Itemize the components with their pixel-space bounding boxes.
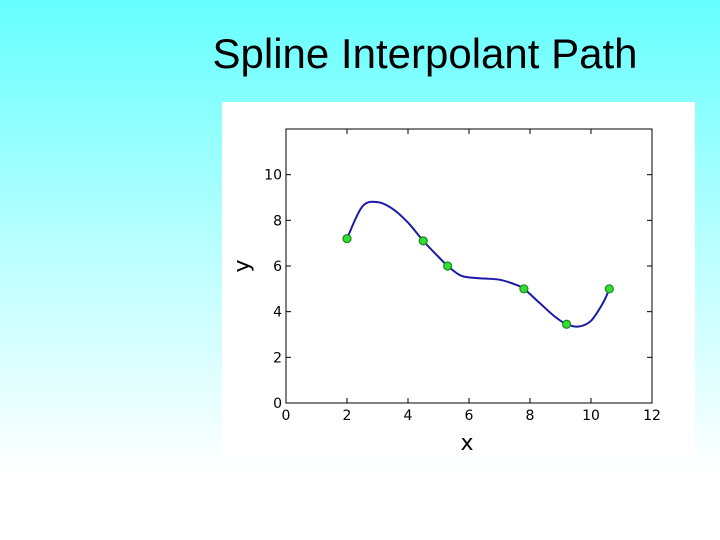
- x-axis-label: x: [460, 431, 473, 456]
- series-group: [342, 200, 614, 329]
- spline-curve: [346, 200, 611, 328]
- slide-title: Spline Interpolant Path: [212, 30, 638, 77]
- data-point: [604, 284, 614, 294]
- y-axis-label: y: [230, 259, 255, 272]
- x-tick-label: 0: [282, 408, 291, 424]
- spline-chart: 0 2 4 6 8 10 12 0 2 4 6 8 10 x y: [230, 128, 661, 456]
- x-tick-label: 12: [643, 408, 661, 424]
- data-point: [443, 261, 453, 271]
- x-tick-label: 10: [582, 408, 600, 424]
- y-tick-label: 4: [273, 305, 282, 321]
- y-tick-label: 2: [273, 350, 282, 366]
- data-point: [519, 284, 529, 294]
- x-tick-label: 4: [404, 408, 413, 424]
- y-tick-label: 0: [273, 396, 282, 412]
- data-point: [562, 319, 572, 329]
- data-point: [342, 234, 352, 244]
- ticks-group: 0 2 4 6 8 10 12 0 2 4 6 8 10: [264, 129, 661, 424]
- x-tick-label: 8: [526, 408, 535, 424]
- axes-frame: [285, 128, 653, 404]
- plot-panel: 0 2 4 6 8 10 12 0 2 4 6 8 10 x y: [222, 102, 695, 457]
- y-tick-label: 8: [273, 213, 282, 229]
- x-tick-label: 2: [343, 408, 352, 424]
- x-tick-label: 6: [465, 408, 474, 424]
- data-point: [418, 236, 428, 246]
- y-tick-label: 6: [273, 259, 282, 275]
- y-tick-label: 10: [264, 168, 282, 184]
